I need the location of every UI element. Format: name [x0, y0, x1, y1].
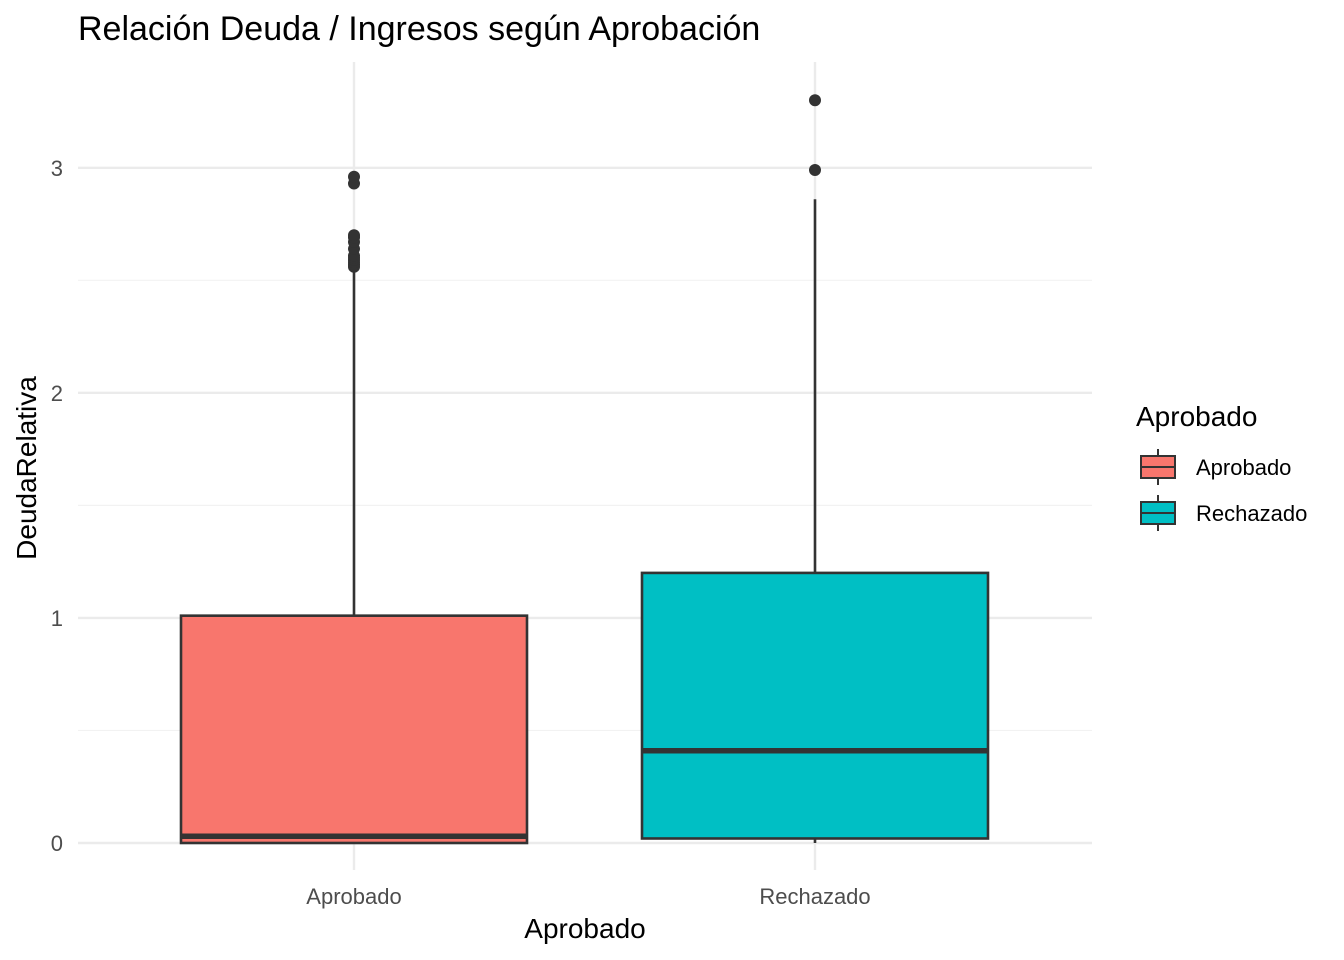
outlier-point — [348, 229, 360, 242]
outlier-point — [809, 94, 821, 107]
box-rect — [179, 614, 529, 845]
outlier-point — [809, 164, 821, 177]
y-tick-label: 0 — [51, 831, 63, 856]
y-axis-title: DeudaRelativa — [11, 376, 42, 560]
x-tick-label: Aprobado — [306, 884, 401, 909]
legend-entries: Aprobado Rechazado — [1140, 449, 1307, 531]
chart-title: Relación Deuda / Ingresos según Aprobaci… — [78, 10, 760, 48]
legend-entry-rechazado: Rechazado — [1140, 495, 1307, 531]
box-rect — [640, 571, 990, 840]
y-axis-ticks: 0 1 2 3 — [51, 156, 63, 856]
x-axis-title: Aprobado — [524, 913, 645, 944]
legend-label: Rechazado — [1196, 501, 1307, 526]
legend-label: Aprobado — [1196, 455, 1291, 480]
x-tick-label: Rechazado — [759, 884, 870, 909]
legend: Aprobado Aprobado Rechazado — [1136, 401, 1307, 531]
y-tick-label: 1 — [51, 606, 63, 631]
legend-entry-aprobado: Aprobado — [1140, 449, 1291, 485]
y-tick-label: 3 — [51, 156, 63, 181]
box-aprobado — [179, 170, 529, 845]
y-tick-label: 2 — [51, 381, 63, 406]
box-rechazado — [640, 94, 990, 843]
outlier-point — [348, 170, 360, 183]
x-axis-ticks: Aprobado Rechazado — [306, 884, 870, 909]
boxes — [179, 94, 990, 845]
legend-title: Aprobado — [1136, 401, 1257, 432]
